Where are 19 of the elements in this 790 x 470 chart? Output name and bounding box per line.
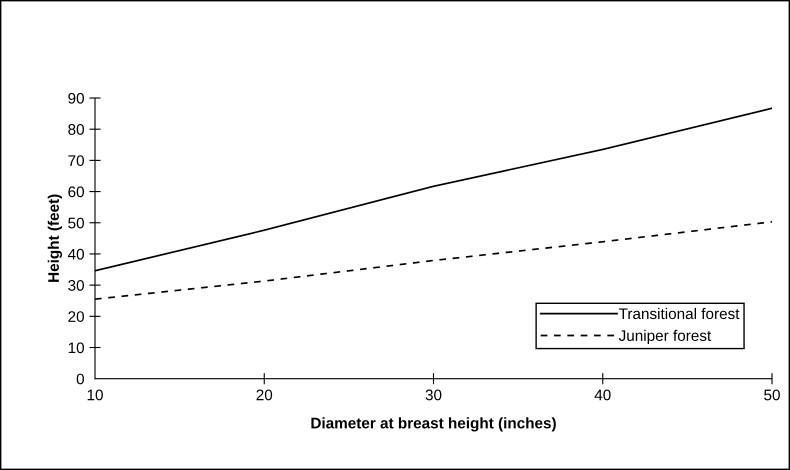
y-tick-label: 30: [68, 280, 84, 291]
y-tick-label: 0: [76, 374, 84, 384]
y-tick-label: 90: [68, 92, 84, 104]
x-tick-label: 10: [88, 390, 103, 400]
legend-label: Juniper forest: [618, 330, 712, 344]
y-tick-label: 60: [68, 186, 84, 198]
y-tick-label: 80: [68, 124, 84, 135]
x-axis-title: Diameter at breast height (inches): [311, 417, 556, 432]
legend-label: Transitional forest: [618, 308, 740, 320]
x-tick-label: 30: [426, 390, 442, 400]
y-tick-label: 40: [68, 248, 84, 260]
x-tick-label: 40: [594, 390, 611, 400]
x-tick-label: 20: [256, 390, 272, 400]
y-tick-label: 10: [68, 342, 84, 354]
y-tick-label: 70: [68, 155, 84, 166]
y-tick-label: 50: [68, 218, 84, 228]
y-axis-title: Height (feet): [48, 194, 62, 282]
x-tick-label: 50: [764, 390, 780, 400]
y-tick-label: 20: [68, 311, 84, 322]
